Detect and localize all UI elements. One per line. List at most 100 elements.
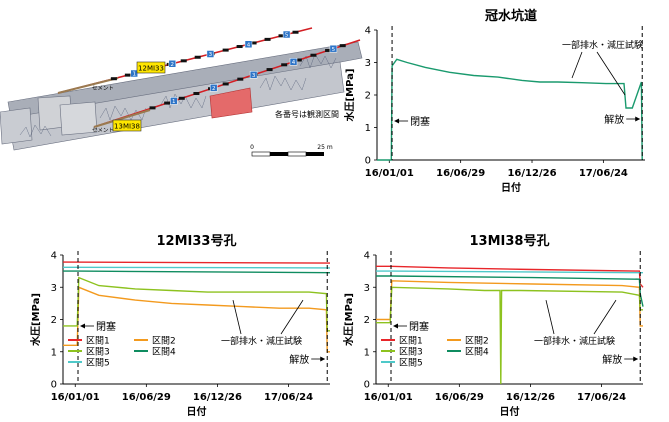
packer-marker xyxy=(281,63,288,67)
packer-marker xyxy=(278,34,285,38)
packer-marker xyxy=(193,92,200,96)
section-number-box xyxy=(282,30,291,39)
section-number-box xyxy=(244,40,253,48)
legend-label-2: 区間2 xyxy=(152,336,176,347)
y-tick-label: 2 xyxy=(51,315,57,326)
release-arrowhead xyxy=(320,356,326,362)
cement-label-2: セメント xyxy=(92,127,114,134)
series-line-5 xyxy=(376,270,644,274)
close-arrowhead xyxy=(394,118,400,124)
test-arrow xyxy=(571,51,583,79)
annotation-test: 一部排水・減圧試験 xyxy=(221,335,302,347)
label-13MI38: 13MI38 xyxy=(114,123,140,131)
x-axis-label: 日付 xyxy=(501,181,521,194)
section-number: 5 xyxy=(332,47,336,53)
scale-zero: 0 xyxy=(250,144,254,151)
x-tick-label: 16/06/29 xyxy=(435,392,484,403)
chart-title: 13MI38号孔 xyxy=(470,234,550,249)
section-number: 2 xyxy=(212,86,216,92)
x-axis-label: 日付 xyxy=(500,405,520,418)
close-arrowhead xyxy=(393,323,399,329)
packer-marker xyxy=(124,73,131,77)
section-number-box xyxy=(209,84,218,92)
series-line-3 xyxy=(63,276,330,332)
label-12MI33: 12MI33 xyxy=(138,65,164,73)
legend-label-3: 区間3 xyxy=(399,347,423,358)
packer-marker xyxy=(149,106,156,110)
legend-label-4: 区間4 xyxy=(465,347,489,358)
section-number: 3 xyxy=(209,52,213,58)
test-arrow xyxy=(593,299,617,335)
close-arrowhead xyxy=(80,323,86,329)
y-tick-label: 3 xyxy=(365,58,371,69)
annotation-release: 解放 xyxy=(602,353,622,366)
section-number-box xyxy=(168,60,177,68)
x-tick-label: 16/12/26 xyxy=(193,392,242,403)
packer-marker xyxy=(222,48,229,52)
packer-marker xyxy=(250,41,257,45)
y-tick-label: 3 xyxy=(364,283,370,294)
x-tick-label: 16/01/01 xyxy=(51,392,100,403)
section-number-box xyxy=(289,58,298,66)
legend-label-5: 区間5 xyxy=(86,358,110,369)
packer-marker xyxy=(180,59,187,63)
borehole-13MI38: 1 2 3 4 5 xyxy=(93,39,361,128)
scale-25m: 25 m xyxy=(317,144,333,151)
y-tick-label: 3 xyxy=(51,283,57,294)
y-tick-label: 0 xyxy=(51,380,57,391)
y-tick-label: 1 xyxy=(365,123,371,134)
y-tick-label: 2 xyxy=(365,91,371,102)
section-number-box xyxy=(130,69,138,78)
cement-label-1: セメント xyxy=(92,85,114,92)
section-number-box xyxy=(329,44,338,53)
release-arrowhead xyxy=(635,116,641,122)
section-number-box xyxy=(249,71,258,79)
annotation-release: 解放 xyxy=(604,113,624,126)
legend-label-1: 区間1 xyxy=(86,336,110,347)
section-number: 1 xyxy=(132,72,136,78)
packer-marker xyxy=(110,77,117,81)
series-line-1 xyxy=(62,261,331,264)
legend-label-2: 区間2 xyxy=(465,336,489,347)
chart-title: 12MI33号孔 xyxy=(157,234,237,249)
packer-marker xyxy=(266,68,273,72)
packer-marker xyxy=(222,82,229,86)
release-arrowhead xyxy=(633,356,639,362)
section-number: 3 xyxy=(252,73,256,79)
series-line-3 xyxy=(376,286,643,385)
packer-marker xyxy=(310,53,317,57)
series-line-5 xyxy=(63,266,331,269)
packer-marker xyxy=(164,101,171,105)
section-number: 1 xyxy=(172,99,176,105)
chart-13MI38: 0 1 2 3 4 16/01/01 16/06/29 16/12/26 17/06/24 13M… xyxy=(342,234,644,418)
x-tick-label: 16/01/01 xyxy=(364,392,413,403)
y-tick-label: 4 xyxy=(51,251,57,262)
series-line-4 xyxy=(63,270,331,274)
x-tick-label: 16/12/26 xyxy=(507,168,556,179)
x-tick-label: 17/06/24 xyxy=(577,392,626,403)
section-number: 4 xyxy=(247,42,251,48)
test-arrow xyxy=(280,299,304,335)
series-line-1 xyxy=(377,58,643,161)
x-tick-label: 17/06/24 xyxy=(579,168,628,179)
legend-label-4: 区間4 xyxy=(152,347,176,358)
packer-marker xyxy=(194,55,201,59)
y-tick-label: 2 xyxy=(364,315,370,326)
scale-bar: 0 25 m xyxy=(250,144,333,157)
legend-label-1: 区間1 xyxy=(399,336,423,347)
packer-marker xyxy=(236,45,243,49)
section-number: 4 xyxy=(292,60,296,66)
x-tick-label: 16/06/29 xyxy=(436,168,485,179)
y-tick-label: 0 xyxy=(365,156,371,167)
legend-label-3: 区間3 xyxy=(86,347,110,358)
tunnel-diagram: 1 2 3 4 5 1 2 3 4 5 12MI33 13MI38 セメント セメント 各番号は… xyxy=(0,27,363,157)
chart-flood-tunnel: 0 1 2 3 4 16/01/01 16/06/29 16/12/26 17/06/24 冠水坑… xyxy=(343,8,645,194)
x-tick-label: 16/06/29 xyxy=(122,392,171,403)
y-tick-label: 0 xyxy=(364,380,370,391)
section-number: 2 xyxy=(171,62,175,68)
label-12MI33-box: 12MI33 xyxy=(136,61,166,74)
chart-title: 冠水坑道 xyxy=(485,8,537,24)
label-13MI38-box: 13MI38 xyxy=(112,119,142,132)
x-tick-label: 16/01/01 xyxy=(365,168,414,179)
